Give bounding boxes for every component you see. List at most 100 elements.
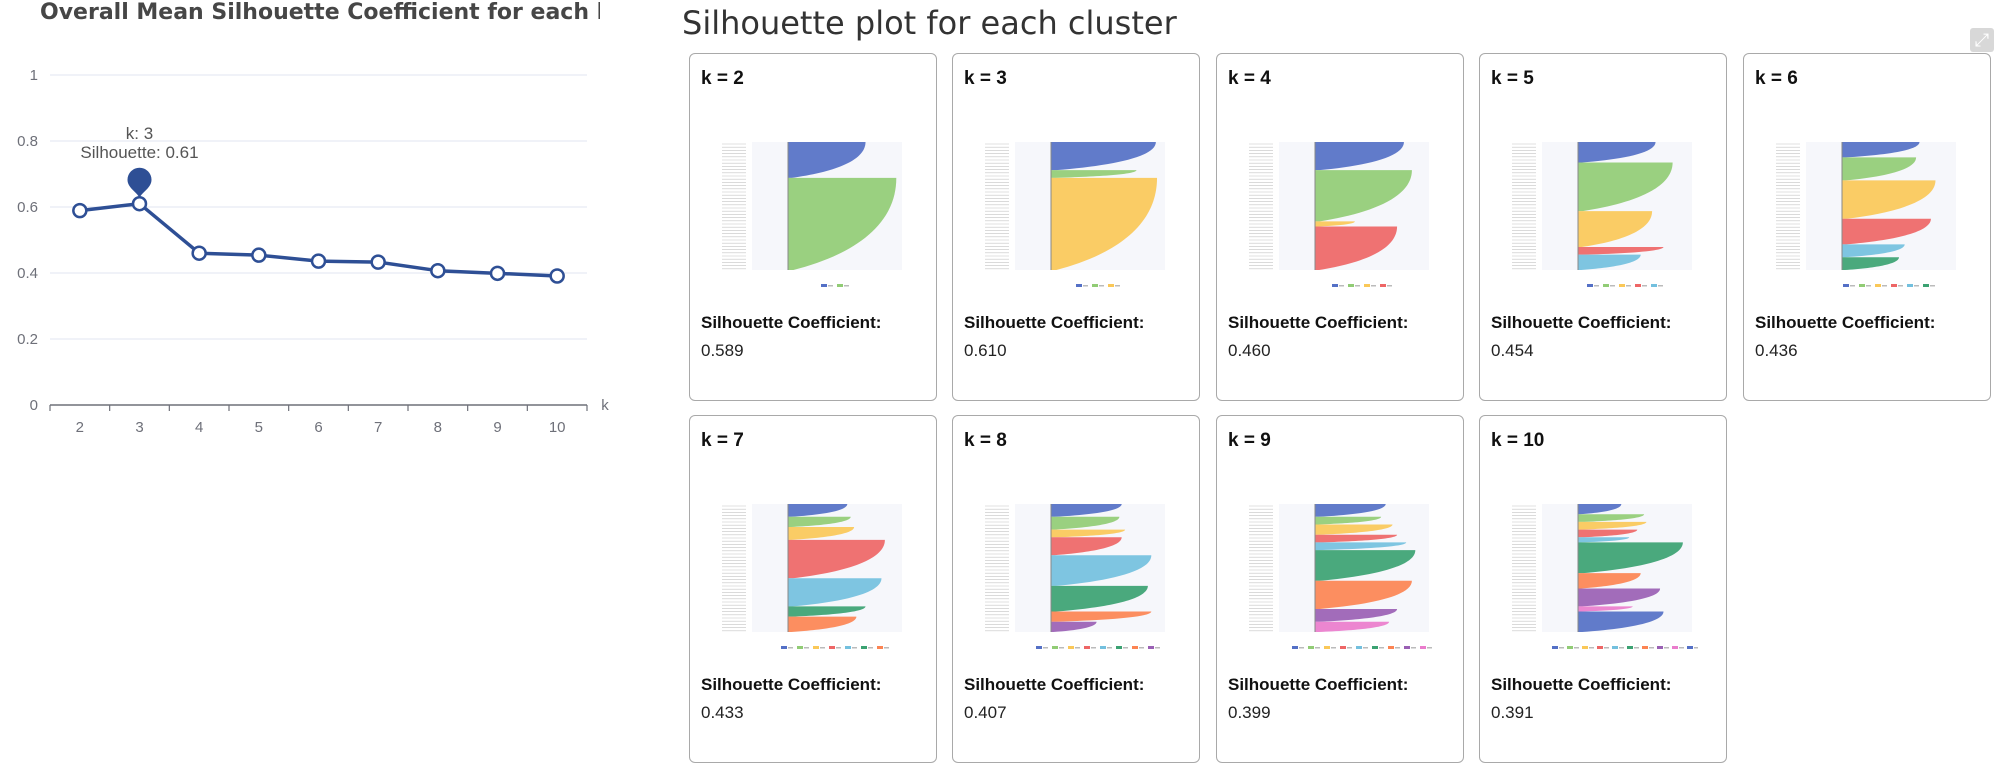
- legend-stub: [1559, 647, 1564, 649]
- coef-label: Silhouette Coefficient:: [964, 675, 1145, 694]
- legend-stub: [1315, 647, 1320, 649]
- cluster-band: [1578, 504, 1622, 515]
- legend-stub: [1679, 647, 1684, 649]
- legend-stub: [820, 647, 825, 649]
- legend-swatch: [1567, 646, 1573, 649]
- legend-stub: [1083, 285, 1088, 287]
- legend-swatch: [1332, 284, 1338, 287]
- cluster-band: [1051, 529, 1126, 538]
- cluster-band: [788, 616, 857, 632]
- cluster-band: [1578, 521, 1647, 530]
- legend-swatch: [781, 646, 787, 649]
- coef-value: 0.407: [964, 703, 1007, 722]
- cluster-band: [1578, 611, 1664, 632]
- data-point[interactable]: [72, 202, 88, 219]
- legend-swatch: [829, 646, 835, 649]
- legend-stub: [1059, 647, 1064, 649]
- cluster-band: [1578, 254, 1641, 270]
- coef-label: Silhouette Coefficient:: [701, 313, 882, 332]
- legend-swatch: [1612, 646, 1618, 649]
- cluster-band: [1315, 542, 1407, 551]
- legend-swatch: [1068, 646, 1074, 649]
- cluster-band: [1315, 524, 1393, 535]
- legend-stub: [828, 285, 833, 287]
- x-tick-label: 2: [76, 419, 84, 436]
- coef-label: Silhouette Coefficient:: [1491, 675, 1672, 694]
- card-k-label: k = 6: [1755, 68, 1798, 89]
- data-point[interactable]: [131, 195, 148, 212]
- coef-label: Silhouette Coefficient:: [1228, 675, 1409, 694]
- legend-stub: [1331, 647, 1336, 649]
- cluster-band: [1842, 257, 1899, 270]
- cluster-band: [788, 177, 897, 270]
- coef-label: Silhouette Coefficient:: [1228, 313, 1409, 332]
- x-tick-label: 8: [434, 419, 442, 436]
- highlight-pin: [127, 167, 152, 198]
- silhouette-thumbnail: [1249, 504, 1432, 649]
- legend-swatch: [1875, 284, 1881, 287]
- legend-swatch: [1348, 284, 1354, 287]
- cluster-band: [788, 606, 866, 617]
- cluster-card: k = 6 Silhouette Coefficient: 0.436: [1743, 53, 1991, 401]
- data-point[interactable]: [370, 254, 386, 270]
- legend-stub: [852, 647, 857, 649]
- legend-stub: [1634, 647, 1639, 649]
- coef-value: 0.460: [1228, 341, 1271, 360]
- cluster-band: [1315, 226, 1398, 270]
- cluster-band: [1578, 588, 1661, 607]
- legend-swatch: [1651, 284, 1657, 287]
- data-point[interactable]: [430, 262, 446, 279]
- cluster-band: [1315, 170, 1412, 222]
- legend-stub: [1642, 285, 1647, 287]
- cluster-band: [1051, 504, 1122, 517]
- cluster-band: [1842, 142, 1920, 158]
- legend-stub: [836, 647, 841, 649]
- cluster-card: k = 8 Silhouette Coefficient: 0.407: [952, 415, 1200, 763]
- y-tick-label: 1: [30, 67, 38, 84]
- legend-swatch: [1627, 646, 1633, 649]
- legend-swatch: [1132, 646, 1138, 649]
- silhouette-thumbnail: [722, 504, 902, 649]
- legend-stub: [1379, 647, 1384, 649]
- coef-value: 0.454: [1491, 341, 1534, 360]
- cluster-band: [1051, 611, 1152, 622]
- cluster-card: k = 2 Silhouette Coefficient: 0.589: [689, 53, 937, 401]
- legend-swatch: [1076, 284, 1082, 287]
- legend-swatch: [1372, 646, 1378, 649]
- legend-stub: [1043, 647, 1048, 649]
- x-tick-label: 9: [493, 419, 501, 436]
- legend-stub: [1594, 285, 1599, 287]
- legend-swatch: [1292, 646, 1298, 649]
- legend-swatch: [861, 646, 867, 649]
- cluster-band: [1315, 621, 1390, 632]
- legend-stub: [1155, 647, 1160, 649]
- cluster-band: [1051, 142, 1156, 171]
- card-k-label: k = 10: [1491, 430, 1545, 451]
- legend-stub: [1139, 647, 1144, 649]
- cluster-card: k = 9 Silhouette Coefficient: 0.399: [1216, 415, 1464, 763]
- silhouette-thumbnail: [1512, 504, 1698, 649]
- legend-stub: [868, 647, 873, 649]
- coef-label: Silhouette Coefficient:: [1491, 313, 1672, 332]
- data-point[interactable]: [310, 253, 327, 269]
- expand-icon[interactable]: ⤢: [1970, 28, 1994, 52]
- cluster-band: [1315, 550, 1416, 581]
- silhouette-thumbnail: [1512, 142, 1692, 287]
- silhouette-thumbnail: [1776, 142, 1956, 287]
- data-point[interactable]: [549, 268, 565, 284]
- legend-swatch: [1084, 646, 1090, 649]
- cluster-band: [1578, 606, 1633, 612]
- data-point[interactable]: [251, 247, 267, 263]
- x-tick-label: 6: [314, 419, 322, 436]
- cluster-band: [1578, 542, 1683, 574]
- x-axis-label: k: [601, 397, 609, 414]
- legend-stub: [1339, 285, 1344, 287]
- data-point[interactable]: [191, 245, 207, 261]
- legend-swatch: [1635, 284, 1641, 287]
- data-point[interactable]: [489, 265, 506, 282]
- legend-stub: [1371, 285, 1376, 287]
- legend-stub: [1914, 285, 1919, 287]
- cluster-band: [1578, 514, 1645, 522]
- legend-stub: [1091, 647, 1096, 649]
- cluster-band: [1051, 555, 1152, 586]
